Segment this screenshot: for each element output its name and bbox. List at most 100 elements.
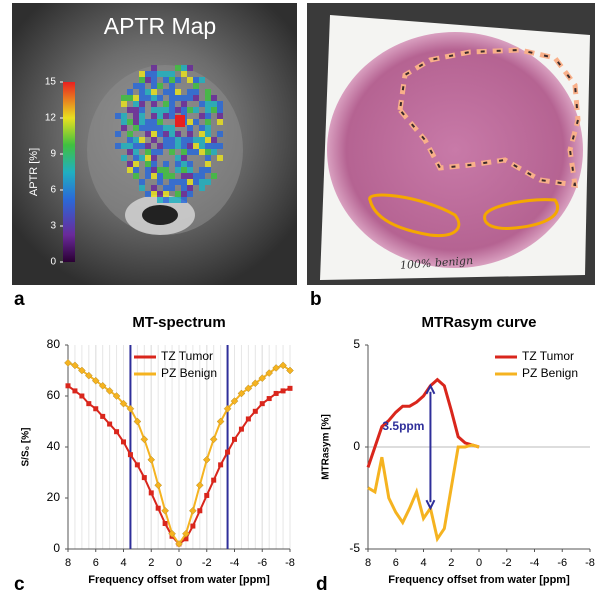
overlay-pixel	[181, 137, 187, 143]
x-tick-label: -2	[502, 557, 512, 569]
overlay-pixel	[169, 173, 175, 179]
overlay-pixel	[133, 107, 139, 113]
overlay-pixel	[187, 107, 193, 113]
y-tick-label: 80	[47, 337, 61, 351]
overlay-pixel	[157, 179, 163, 185]
marker	[155, 505, 161, 511]
overlay-pixel	[139, 83, 145, 89]
overlay-pixel	[169, 107, 175, 113]
overlay-pixel	[187, 179, 193, 185]
histology-image: 100% benign	[307, 3, 595, 285]
overlay-pixel	[151, 131, 157, 137]
overlay-pixel	[127, 149, 133, 155]
overlay-pixel	[133, 113, 139, 119]
x-tick-label: -8	[585, 557, 595, 569]
marker	[141, 475, 147, 481]
overlay-pixel	[151, 191, 157, 197]
overlay-pixel	[205, 137, 211, 143]
overlay-pixel	[121, 113, 127, 119]
overlay-pixel	[133, 143, 139, 149]
aptr-overlay	[115, 65, 223, 203]
marker	[251, 379, 260, 388]
overlay-pixel	[217, 101, 223, 107]
overlay-pixel	[127, 161, 133, 167]
marker	[259, 401, 265, 407]
overlay-pixel	[163, 185, 169, 191]
overlay-pixel	[175, 115, 185, 127]
overlay-pixel	[133, 83, 139, 89]
x-tick-label: 8	[65, 557, 71, 569]
overlay-pixel	[139, 119, 145, 125]
overlay-pixel	[151, 77, 157, 83]
overlay-pixel	[217, 143, 223, 149]
y-tick-label: 5	[353, 337, 360, 351]
overlay-pixel	[199, 179, 205, 185]
overlay-pixel	[181, 167, 187, 173]
marker	[105, 387, 114, 395]
overlay-pixel	[211, 149, 217, 155]
overlay-pixel	[127, 137, 133, 143]
marker	[134, 462, 140, 468]
handwritten-note: 100% benign	[400, 254, 474, 272]
overlay-pixel	[163, 137, 169, 143]
overlay-pixel	[181, 71, 187, 77]
overlay-pixel	[145, 71, 151, 77]
overlay-pixel	[145, 125, 151, 131]
overlay-pixel	[175, 107, 181, 113]
overlay-pixel	[115, 113, 121, 119]
marker	[65, 383, 71, 389]
overlay-pixel	[211, 101, 217, 107]
overlay-pixel	[187, 167, 193, 173]
marker	[127, 452, 133, 458]
marker	[216, 417, 225, 426]
overlay-pixel	[199, 101, 205, 107]
overlay-pixel	[163, 89, 169, 95]
overlay-pixel	[151, 71, 157, 77]
overlay-pixel	[157, 71, 163, 77]
overlay-pixel	[181, 191, 187, 197]
overlay-pixel	[157, 95, 163, 101]
overlay-pixel	[205, 113, 211, 119]
overlay-pixel	[217, 119, 223, 125]
overlay-pixel	[163, 161, 169, 167]
overlay-pixel	[151, 65, 157, 71]
marker	[121, 439, 126, 445]
marker	[204, 492, 210, 498]
overlay-pixel	[151, 113, 157, 119]
overlay-pixel	[205, 89, 211, 95]
overlay-pixel	[187, 77, 193, 83]
overlay-pixel	[133, 155, 139, 161]
overlay-pixel	[199, 131, 205, 137]
overlay-pixel	[199, 137, 205, 143]
overlay-pixel	[157, 131, 163, 137]
overlay-pixel	[163, 77, 169, 83]
overlay-pixel	[145, 119, 151, 125]
legend-label: PZ Benign	[161, 366, 217, 380]
overlay-pixel	[199, 125, 205, 131]
overlay-pixel	[163, 191, 169, 197]
overlay-pixel	[169, 149, 175, 155]
x-tick-label: 0	[176, 557, 182, 569]
overlay-pixel	[181, 179, 187, 185]
overlay-pixel	[151, 119, 157, 125]
overlay-pixel	[127, 89, 133, 95]
series-line	[366, 377, 480, 468]
overlay-pixel	[139, 125, 145, 131]
colorbar-tick-label: 9	[50, 149, 56, 160]
panel-label: c	[14, 574, 25, 595]
marker	[211, 477, 217, 483]
overlay-pixel	[127, 131, 133, 137]
overlay-pixel	[187, 191, 193, 197]
benign-outline-left	[368, 193, 461, 238]
overlay-pixel	[193, 77, 199, 83]
y-tick-label: 0	[353, 439, 360, 453]
overlay-pixel	[193, 149, 199, 155]
overlay-pixel	[175, 161, 181, 167]
overlay-pixel	[157, 149, 163, 155]
overlay-pixel	[205, 149, 211, 155]
overlay-pixel	[199, 77, 205, 83]
overlay-pixel	[151, 185, 157, 191]
overlay-pixel	[139, 113, 145, 119]
overlay-pixel	[181, 197, 187, 203]
